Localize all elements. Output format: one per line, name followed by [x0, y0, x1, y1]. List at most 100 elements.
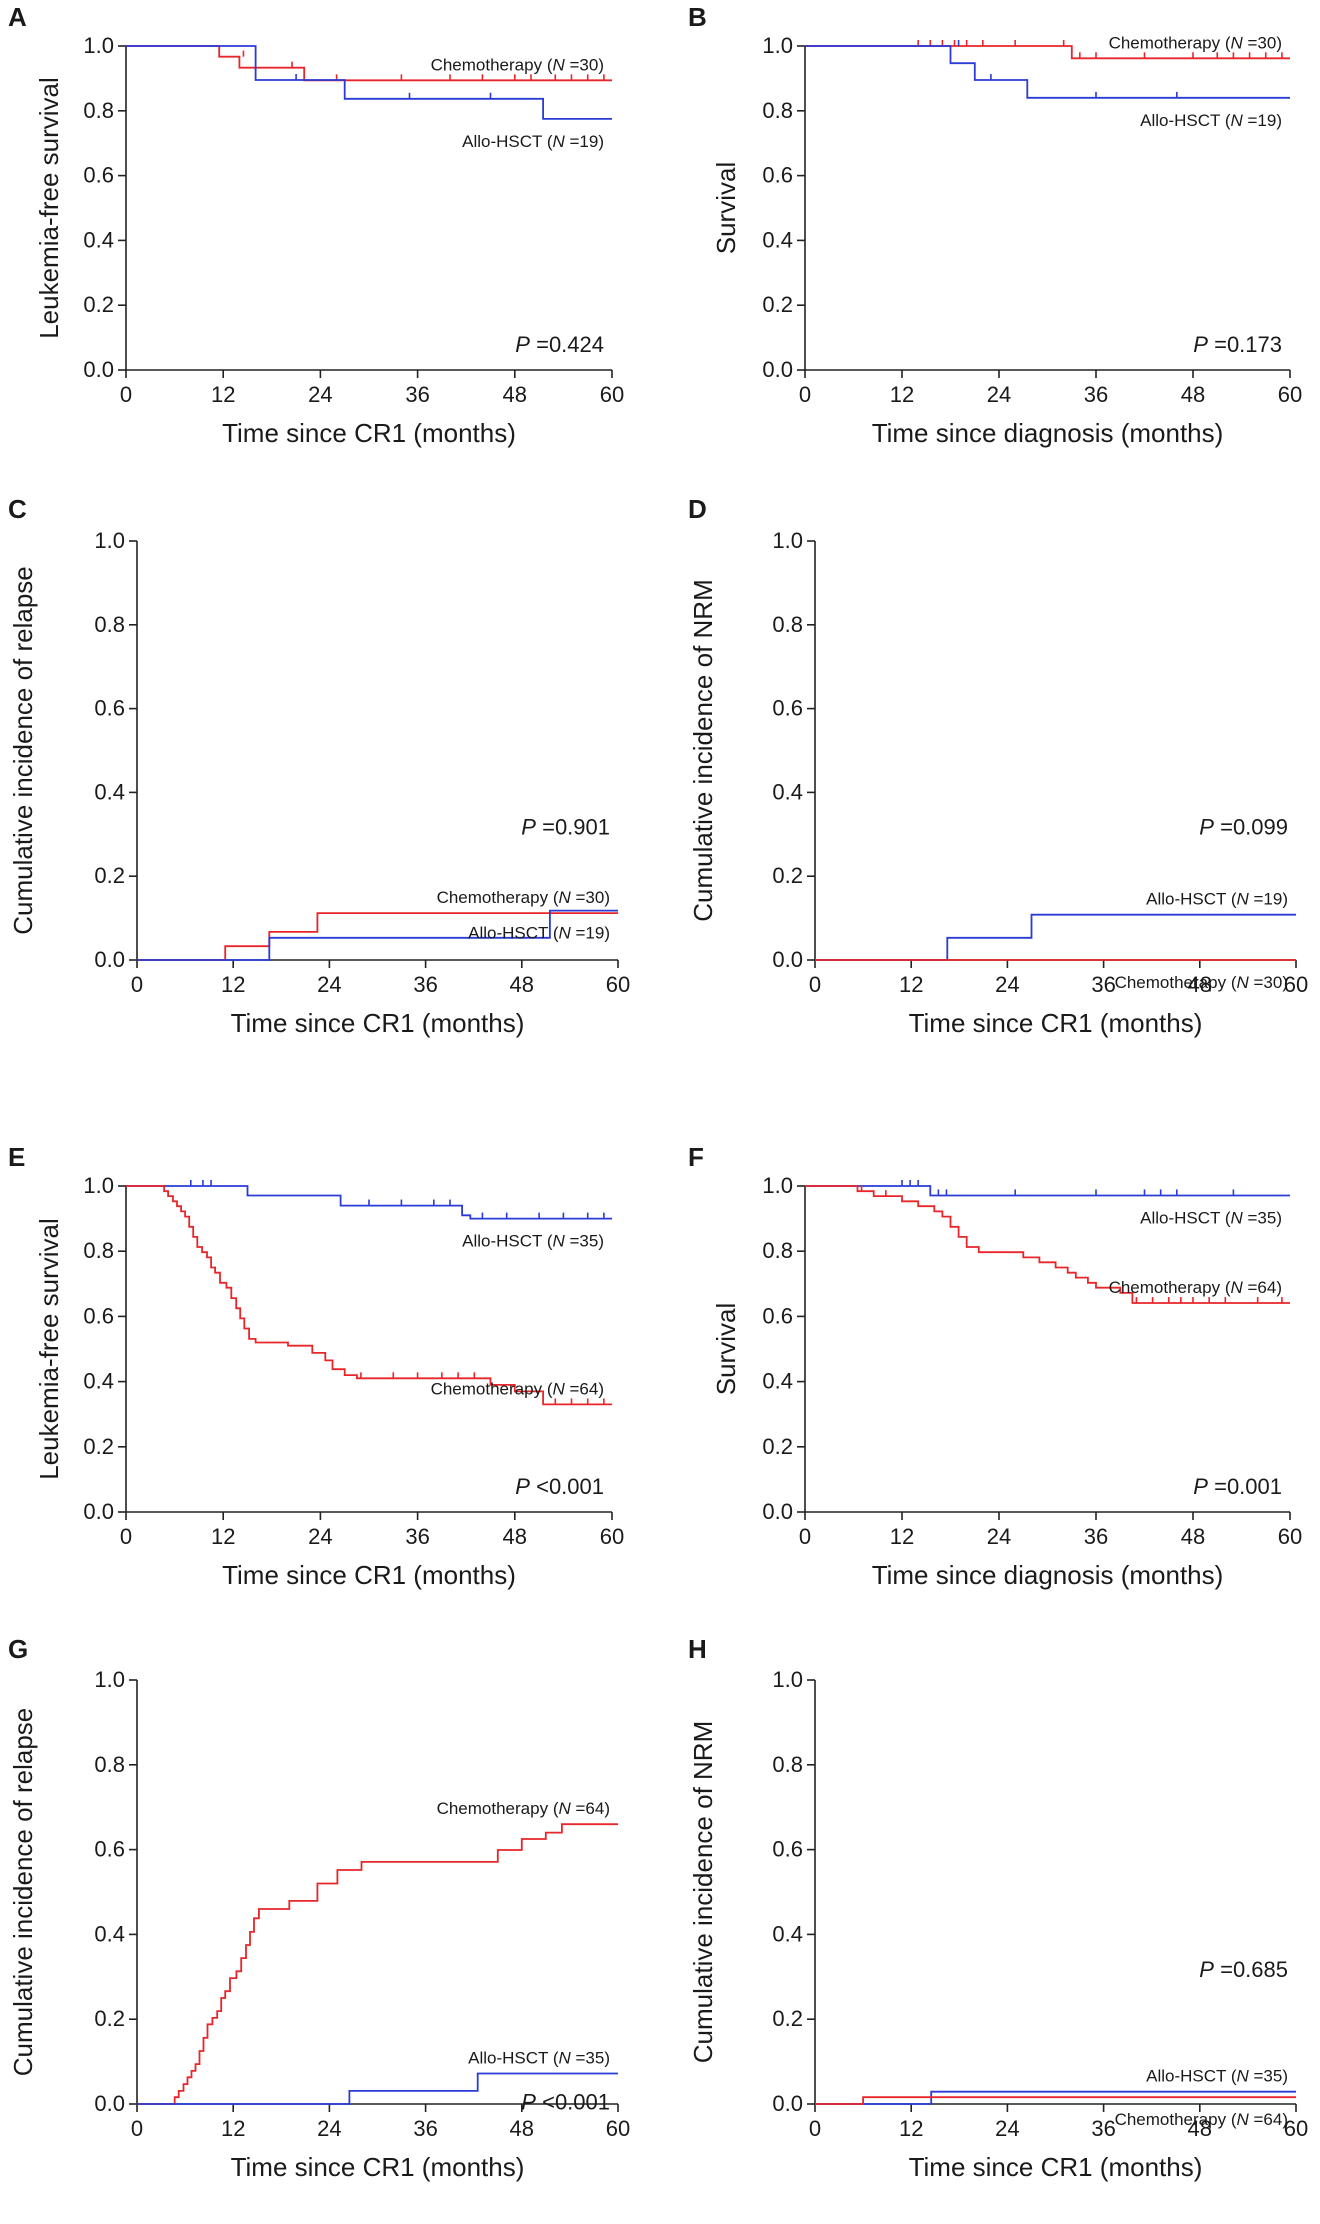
series-name: Chemotherapy — [1115, 973, 1227, 992]
series-label: Chemotherapy (N =64) — [437, 1799, 610, 1818]
y-tick-label: 0.6 — [94, 1837, 125, 1862]
p-value: P =0.901 — [521, 814, 610, 839]
x-tick-label: 60 — [1284, 972, 1308, 997]
x-tick-label: 36 — [413, 972, 437, 997]
series-line-allo-hsct — [137, 909, 618, 961]
series-n-value: =64 — [571, 1799, 605, 1818]
series-n-open: ( — [542, 55, 553, 74]
series-n-open: ( — [1220, 1278, 1231, 1297]
series-label: Chemotherapy (N =64) — [1109, 1278, 1282, 1297]
series-n-symbol: N — [1236, 2110, 1249, 2129]
series-n-open: ( — [1226, 2067, 1237, 2086]
y-tick-label: 0.8 — [772, 1752, 803, 1777]
series-n-close: ) — [1276, 111, 1282, 130]
x-tick-label: 12 — [221, 972, 245, 997]
series-label: Chemotherapy (N =30) — [1109, 33, 1282, 52]
series-n-close: ) — [1276, 1208, 1282, 1227]
series-label: Allo-HSCT (N =19) — [462, 132, 604, 151]
y-axis-title: Leukemia-free survival — [34, 1218, 64, 1480]
series-n-symbol: N — [558, 924, 571, 943]
y-tick-label: 0.4 — [762, 1369, 793, 1394]
series-n-value: =35 — [1249, 2067, 1283, 2086]
p-symbol: P — [515, 1474, 530, 1499]
x-tick-label: 48 — [510, 2116, 534, 2141]
x-tick-label: 12 — [890, 1524, 914, 1549]
series-name: Chemotherapy — [431, 1379, 543, 1398]
series-n-value: =35 — [1243, 1208, 1277, 1227]
series-n-open: ( — [1226, 2110, 1237, 2129]
series-n-value: =64 — [1243, 1278, 1277, 1297]
p-symbol: P — [1193, 1474, 1208, 1499]
x-tick-label: 0 — [131, 972, 143, 997]
y-tick-label: 0.8 — [94, 1752, 125, 1777]
series-n-close: ) — [604, 888, 610, 907]
series-n-open: ( — [548, 924, 559, 943]
p-value: P =0.173 — [1193, 332, 1282, 357]
series-n-symbol: N — [1236, 973, 1249, 992]
series-name: Allo-HSCT — [462, 132, 542, 151]
x-axis-title: Time since CR1 (months) — [222, 1560, 516, 1590]
series-n-value: =30 — [571, 888, 605, 907]
series-n-value: =35 — [565, 1232, 599, 1251]
series-n-symbol: N — [1230, 1278, 1243, 1297]
x-tick-label: 0 — [799, 382, 811, 407]
x-tick-label: 0 — [799, 1524, 811, 1549]
x-axis-title: Time since CR1 (months) — [222, 418, 516, 448]
y-tick-label: 0.8 — [762, 1238, 793, 1263]
x-tick-label: 0 — [120, 1524, 132, 1549]
x-tick-label: 24 — [987, 382, 1011, 407]
series-n-close: ) — [598, 1379, 604, 1398]
y-axis-title: Cumulative incidence of relapse — [8, 566, 38, 935]
y-tick-label: 1.0 — [83, 1173, 114, 1198]
x-tick-label: 24 — [317, 972, 341, 997]
y-axis-title: Leukemia-free survival — [34, 77, 64, 339]
x-tick-label: 60 — [1278, 382, 1302, 407]
series-n-close: ) — [1282, 2110, 1288, 2129]
p-value: P =0.099 — [1199, 814, 1288, 839]
panel-d: D 0.0 0.2 0.4 0.6 0.8 1.0 0 12 24 36 48 60 Time since… — [688, 494, 1308, 1038]
series-name: Allo-HSCT — [1140, 111, 1220, 130]
y-tick-label: 0.6 — [94, 696, 125, 721]
series-name: Allo-HSCT — [1146, 2067, 1226, 2086]
series-label: Chemotherapy (N =30) — [431, 55, 604, 74]
series-name: Allo-HSCT — [1140, 1208, 1220, 1227]
series-n-value: =19 — [565, 132, 599, 151]
p-number: =0.424 — [530, 332, 604, 357]
p-symbol: P — [515, 332, 530, 357]
x-tick-label: 60 — [606, 2116, 630, 2141]
y-axis-title: Cumulative incidence of relapse — [8, 1708, 38, 2077]
series-n-close: ) — [604, 1799, 610, 1818]
x-tick-label: 36 — [1091, 972, 1115, 997]
panel-f: F 0.0 0.2 0.4 0.6 0.8 1.0 0 12 24 36 48 60 Time since… — [688, 1142, 1302, 1590]
x-tick-label: 12 — [899, 2116, 923, 2141]
p-symbol: P — [1193, 332, 1208, 357]
series-line-allo-hsct — [805, 45, 1290, 99]
y-tick-label: 0.2 — [762, 1434, 793, 1459]
series-n-symbol: N — [1236, 2067, 1249, 2086]
y-tick-label: 0.2 — [83, 1434, 114, 1459]
y-tick-label: 0.2 — [772, 863, 803, 888]
x-axis-title: Time since CR1 (months) — [231, 1008, 525, 1038]
series-name: Chemotherapy — [431, 55, 543, 74]
y-tick-label: 0.6 — [762, 1303, 793, 1328]
y-tick-label: 0.6 — [83, 1303, 114, 1328]
x-axis-title: Time since CR1 (months) — [909, 2152, 1203, 2182]
p-number: <0.001 — [530, 1474, 604, 1499]
x-tick-label: 12 — [890, 382, 914, 407]
x-tick-label: 12 — [211, 1524, 235, 1549]
series-n-symbol: N — [552, 1379, 565, 1398]
panel-letter: F — [688, 1142, 704, 1172]
series-n-open: ( — [548, 2048, 559, 2067]
x-tick-label: 12 — [221, 2116, 245, 2141]
series-n-value: =35 — [571, 2048, 605, 2067]
series-n-open: ( — [542, 1379, 553, 1398]
y-tick-label: 0.2 — [83, 292, 114, 317]
panel-e: E 0.0 0.2 0.4 0.6 0.8 1.0 0 12 24 36 48 60 Time since… — [8, 1142, 624, 1590]
series-name: Chemotherapy — [1109, 1278, 1221, 1297]
series-line-chemotherapy — [815, 2096, 1296, 2105]
series-n-close: ) — [1282, 2067, 1288, 2086]
y-tick-label: 1.0 — [94, 528, 125, 553]
x-tick-label: 60 — [1284, 2116, 1308, 2141]
panel-a: A 0.0 0.2 0.4 0.6 0.8 1.0 0 12 24 36 48 60 Time since… — [8, 2, 624, 448]
